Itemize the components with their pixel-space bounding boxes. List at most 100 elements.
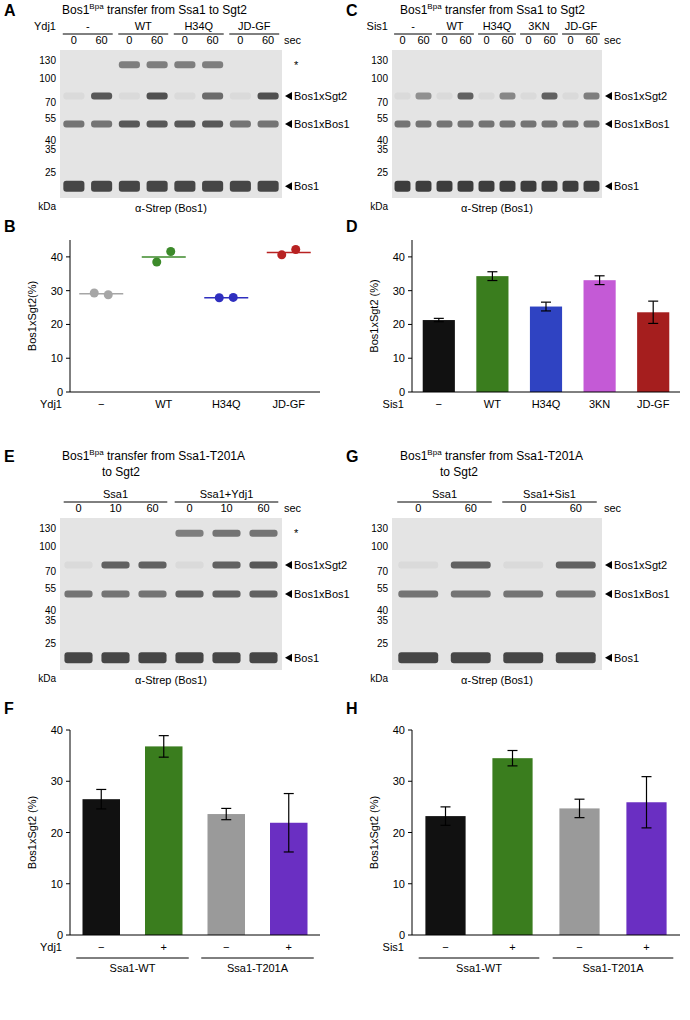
marker-label: 100 bbox=[39, 541, 56, 552]
factor-label: Ydj1 bbox=[34, 20, 56, 32]
error-bar bbox=[575, 799, 585, 817]
band bbox=[563, 92, 579, 99]
error-cap bbox=[96, 808, 106, 809]
band bbox=[64, 591, 92, 598]
error-cap bbox=[508, 750, 518, 751]
marker-label: 130 bbox=[371, 55, 388, 66]
band bbox=[249, 652, 277, 663]
plot-area bbox=[425, 751, 666, 936]
antibody-label: α-Strep (Bos1) bbox=[461, 202, 533, 214]
y-tick-label: 10 bbox=[51, 878, 63, 890]
group-label: WT bbox=[135, 20, 152, 32]
title: to Sgt2 bbox=[440, 465, 478, 479]
band bbox=[64, 652, 92, 663]
panel-letter: F bbox=[4, 700, 14, 717]
y-tick-label: 10 bbox=[393, 352, 405, 364]
panel-letter: G bbox=[346, 448, 358, 465]
band-arrow bbox=[605, 590, 612, 598]
marker-label: 70 bbox=[45, 97, 57, 108]
band bbox=[503, 591, 543, 598]
marker-label: 130 bbox=[371, 523, 388, 534]
band bbox=[584, 121, 600, 128]
error-bar bbox=[434, 318, 444, 321]
band-label: Bos1xBos1 bbox=[614, 118, 670, 130]
lane-label: 0 bbox=[567, 34, 573, 46]
band bbox=[101, 652, 129, 663]
panel-letter: A bbox=[4, 2, 16, 19]
band bbox=[63, 181, 84, 192]
y-axis bbox=[412, 240, 413, 392]
y-tick bbox=[66, 883, 70, 884]
lane-label: 60 bbox=[262, 34, 274, 46]
error-cap bbox=[541, 310, 551, 311]
band bbox=[521, 92, 537, 99]
group-line bbox=[397, 502, 492, 503]
error-bar bbox=[541, 302, 551, 311]
bar bbox=[530, 307, 562, 392]
error-cap bbox=[159, 757, 169, 758]
group-line bbox=[201, 958, 314, 959]
group-label: JD-GF bbox=[238, 20, 271, 32]
x-tick-label: WT bbox=[155, 398, 172, 410]
y-tick-label: 20 bbox=[51, 827, 63, 839]
band bbox=[458, 92, 474, 99]
lane-label: 60 bbox=[570, 502, 582, 514]
lane-label: 0 bbox=[415, 502, 421, 514]
y-tick bbox=[66, 358, 70, 359]
band bbox=[138, 562, 166, 569]
band bbox=[556, 652, 596, 663]
unit-label: sec bbox=[604, 34, 622, 46]
error-cap bbox=[434, 321, 444, 322]
band bbox=[398, 652, 438, 663]
point bbox=[104, 290, 113, 299]
lane-label: 60 bbox=[207, 34, 219, 46]
band bbox=[175, 591, 203, 598]
bar bbox=[208, 814, 246, 935]
band bbox=[395, 121, 411, 128]
error-line bbox=[492, 272, 493, 281]
lane-label: 0 bbox=[399, 34, 405, 46]
band bbox=[398, 591, 438, 598]
error-cap bbox=[96, 789, 106, 790]
band bbox=[542, 121, 558, 128]
error-line bbox=[512, 751, 513, 766]
band bbox=[258, 121, 279, 128]
error-bar bbox=[159, 736, 169, 758]
band-label: Bos1xSgt2 bbox=[614, 90, 667, 102]
title-superscript: Bpa bbox=[427, 2, 442, 11]
lane-label: 0 bbox=[182, 34, 188, 46]
group-label: Ssa1+Ydj1 bbox=[200, 488, 254, 500]
band-label: Bos1xBos1 bbox=[294, 588, 350, 600]
band bbox=[451, 591, 491, 598]
marker-label: 25 bbox=[377, 167, 389, 178]
x-tick-label: + bbox=[643, 941, 649, 953]
error-bar bbox=[595, 276, 605, 285]
y-tick-label: 40 bbox=[393, 251, 405, 263]
panel-letter: E bbox=[4, 448, 15, 465]
band-arrow bbox=[605, 182, 612, 190]
band bbox=[174, 121, 195, 128]
band bbox=[119, 92, 140, 99]
band bbox=[249, 562, 277, 569]
mean-line bbox=[79, 293, 123, 295]
band-label: Bos1xSgt2 bbox=[614, 559, 667, 571]
band bbox=[451, 562, 491, 569]
x-axis-label: Ydj1 bbox=[40, 398, 62, 410]
y-tick-label: 0 bbox=[57, 386, 63, 398]
y-tick-label: 0 bbox=[399, 929, 405, 941]
y-tick bbox=[66, 730, 70, 731]
error-cap bbox=[575, 799, 585, 800]
error-cap bbox=[441, 806, 451, 807]
antibody-label: α-Strep (Bos1) bbox=[135, 674, 207, 686]
band-arrow bbox=[285, 561, 292, 569]
marker-label: 25 bbox=[377, 638, 389, 649]
y-tick bbox=[66, 290, 70, 291]
band bbox=[584, 181, 600, 192]
band bbox=[556, 562, 596, 569]
band bbox=[521, 181, 537, 192]
title-part: transfer from Ssa1-T201A bbox=[442, 449, 583, 463]
y-tick-label: 0 bbox=[399, 386, 405, 398]
x-tick-label: + bbox=[509, 941, 515, 953]
error-line bbox=[163, 736, 164, 758]
y-tick-label: 40 bbox=[51, 724, 63, 736]
